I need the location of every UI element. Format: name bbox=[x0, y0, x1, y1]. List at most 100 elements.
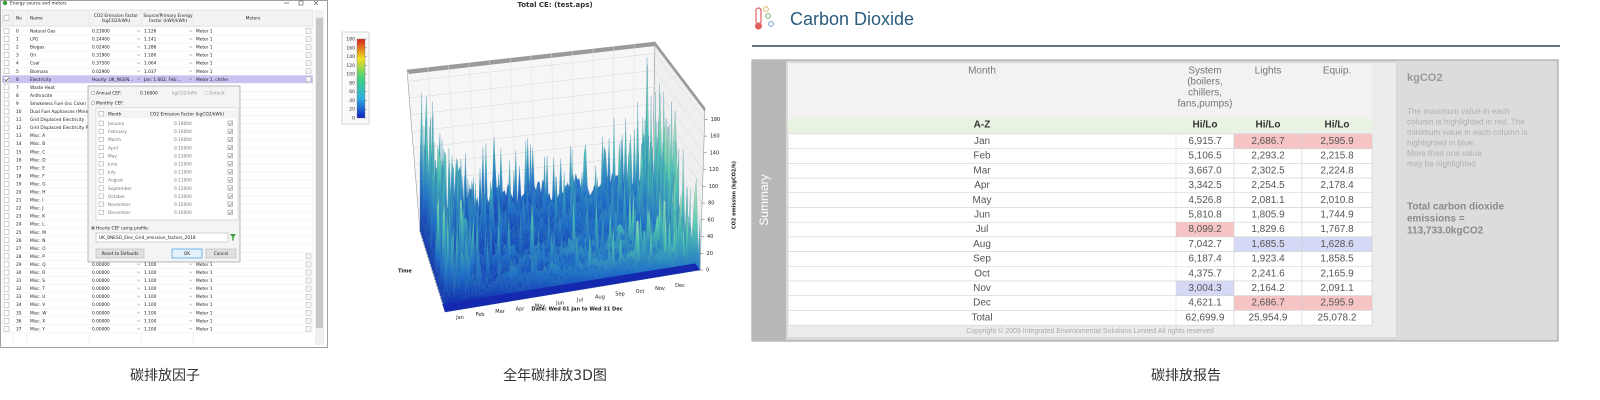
row-checkbox[interactable] bbox=[3, 92, 10, 99]
table-row[interactable] bbox=[1, 284, 314, 293]
row-checkbox[interactable] bbox=[3, 318, 10, 324]
month-enabled[interactable] bbox=[227, 209, 233, 215]
month-checkbox[interactable] bbox=[98, 145, 104, 151]
row-checkbox[interactable] bbox=[3, 326, 10, 332]
month-enabled[interactable] bbox=[227, 193, 233, 199]
table-row[interactable] bbox=[1, 34, 314, 44]
dropdown-arrow[interactable] bbox=[188, 287, 193, 290]
row-checkbox[interactable] bbox=[3, 221, 10, 227]
month-checkbox[interactable] bbox=[98, 209, 104, 215]
table-row[interactable] bbox=[1, 324, 314, 334]
month-enabled[interactable] bbox=[227, 153, 233, 159]
dropdown-arrow[interactable] bbox=[136, 45, 141, 49]
month-enabled[interactable] bbox=[227, 128, 233, 134]
ellipsis-button[interactable] bbox=[305, 253, 312, 260]
dropdown-arrow[interactable] bbox=[136, 54, 141, 57]
dropdown-arrow[interactable] bbox=[188, 54, 193, 57]
maximize-button[interactable] bbox=[298, 0, 304, 6]
month-checkbox[interactable] bbox=[98, 185, 104, 191]
row-checkbox[interactable] bbox=[3, 229, 10, 235]
table-row[interactable] bbox=[1, 50, 314, 60]
table-row[interactable] bbox=[1, 59, 314, 68]
dropdown-arrow[interactable] bbox=[188, 37, 193, 41]
dropdown-arrow[interactable] bbox=[188, 29, 193, 33]
dropdown-arrow[interactable] bbox=[188, 271, 193, 274]
ellipsis-button[interactable] bbox=[305, 44, 312, 50]
close-button[interactable] bbox=[313, 0, 319, 6]
radio-default[interactable] bbox=[204, 91, 208, 95]
header-checkbox[interactable] bbox=[3, 15, 10, 21]
ellipsis-button[interactable] bbox=[305, 326, 312, 332]
dropdown-arrow[interactable] bbox=[136, 271, 141, 274]
dropdown-arrow[interactable] bbox=[188, 263, 193, 266]
row-checkbox[interactable] bbox=[3, 84, 10, 91]
ellipsis-button[interactable] bbox=[305, 285, 312, 292]
dropdown-arrow[interactable] bbox=[136, 303, 141, 306]
dropdown-arrow[interactable] bbox=[188, 311, 193, 314]
header-checkbox[interactable] bbox=[98, 111, 104, 117]
dropdown-arrow[interactable] bbox=[136, 263, 141, 266]
ellipsis-button[interactable] bbox=[305, 68, 312, 74]
table-row[interactable] bbox=[1, 316, 314, 326]
row-checkbox[interactable] bbox=[3, 44, 10, 50]
radio-monthly[interactable] bbox=[90, 100, 95, 105]
row-checkbox[interactable] bbox=[3, 149, 10, 155]
row-checkbox[interactable] bbox=[3, 36, 10, 42]
month-enabled[interactable] bbox=[227, 201, 233, 207]
table-row[interactable] bbox=[1, 300, 314, 309]
ellipsis-button[interactable] bbox=[305, 293, 312, 300]
table-row[interactable] bbox=[1, 276, 314, 285]
dropdown-arrow[interactable] bbox=[136, 319, 141, 322]
month-checkbox[interactable] bbox=[98, 169, 104, 175]
dialog-button[interactable] bbox=[171, 248, 203, 259]
row-checkbox[interactable] bbox=[3, 173, 10, 179]
dropdown-arrow[interactable] bbox=[188, 78, 193, 81]
row-checkbox[interactable] bbox=[3, 116, 10, 123]
radio-annual[interactable] bbox=[90, 90, 95, 95]
row-checkbox[interactable] bbox=[3, 293, 10, 300]
dropdown-arrow[interactable] bbox=[136, 37, 141, 41]
month-enabled[interactable] bbox=[227, 161, 233, 167]
month-enabled[interactable] bbox=[227, 145, 233, 151]
row-checkbox[interactable] bbox=[3, 285, 10, 292]
scrollbar-thumb[interactable] bbox=[316, 18, 323, 328]
dropdown-arrow[interactable] bbox=[136, 287, 141, 290]
row-checkbox[interactable] bbox=[3, 189, 10, 195]
row-checkbox[interactable] bbox=[3, 28, 10, 34]
dropdown-arrow[interactable] bbox=[188, 279, 193, 282]
row-checkbox[interactable] bbox=[3, 245, 10, 252]
dropdown-arrow[interactable] bbox=[188, 45, 193, 49]
row-checkbox[interactable] bbox=[3, 253, 10, 260]
row-checkbox[interactable] bbox=[3, 108, 10, 115]
table-row[interactable] bbox=[1, 308, 314, 318]
profile-dropdown[interactable] bbox=[95, 232, 229, 243]
row-checkbox[interactable] bbox=[3, 261, 10, 268]
table-row[interactable] bbox=[1, 268, 314, 277]
month-checkbox[interactable] bbox=[98, 177, 104, 183]
ellipsis-button[interactable] bbox=[305, 28, 312, 34]
ellipsis-button[interactable] bbox=[305, 302, 312, 308]
dropdown-arrow[interactable] bbox=[136, 70, 141, 73]
month-checkbox[interactable] bbox=[98, 153, 104, 159]
month-checkbox[interactable] bbox=[98, 120, 104, 126]
row-checkbox[interactable] bbox=[3, 237, 10, 244]
dropdown-arrow[interactable] bbox=[188, 303, 193, 306]
month-checkbox[interactable] bbox=[98, 201, 104, 207]
dropdown-arrow[interactable] bbox=[188, 327, 193, 330]
ellipsis-button[interactable] bbox=[305, 269, 312, 276]
ellipsis-button[interactable] bbox=[305, 52, 312, 58]
dropdown-arrow[interactable] bbox=[136, 295, 141, 298]
ellipsis-button[interactable] bbox=[305, 318, 312, 324]
row-checkbox[interactable] bbox=[3, 100, 10, 107]
dropdown-arrow[interactable] bbox=[136, 78, 141, 81]
row-checkbox[interactable] bbox=[3, 205, 10, 211]
ellipsis-button[interactable] bbox=[305, 76, 312, 83]
row-checkbox[interactable] bbox=[3, 68, 10, 74]
ellipsis-button[interactable] bbox=[305, 60, 312, 66]
row-checkbox[interactable] bbox=[3, 310, 10, 316]
month-enabled[interactable] bbox=[227, 185, 233, 191]
row-checkbox[interactable] bbox=[3, 124, 10, 131]
ellipsis-button[interactable] bbox=[305, 310, 312, 316]
dropdown-arrow[interactable] bbox=[188, 295, 193, 298]
row-checkbox[interactable] bbox=[3, 157, 10, 163]
